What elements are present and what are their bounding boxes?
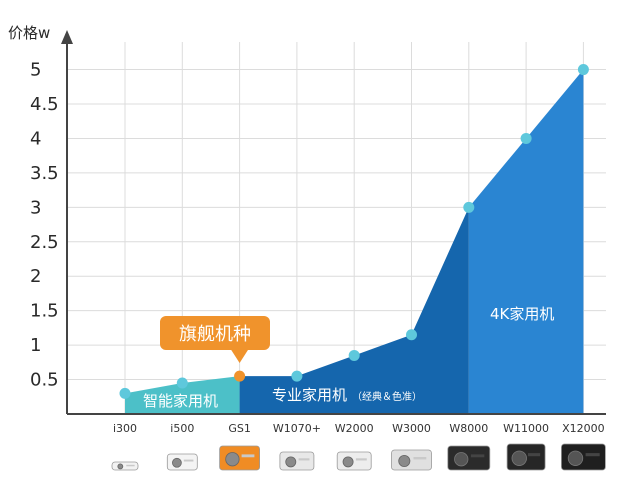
segment-labels: 智能家用机 专业家用机 （经典＆色准） 4K家用机: [143, 305, 554, 410]
projector-lens: [117, 463, 124, 470]
projector-vent: [298, 458, 310, 461]
projector-body: [336, 451, 372, 471]
data-markers: [119, 64, 589, 399]
projector-body: [279, 451, 315, 471]
projector-body: [391, 449, 432, 471]
projector-vent: [355, 458, 367, 461]
projector-lens: [511, 450, 527, 466]
projector-lens: [342, 456, 354, 468]
y-tick-label: 1: [30, 335, 41, 356]
projector-vent: [528, 453, 541, 457]
area-segment: [468, 69, 584, 415]
y-axis-arrow: [61, 30, 73, 44]
callout-pointer: [230, 349, 249, 363]
category-label: X12000: [562, 422, 605, 435]
category-labels: i300 i500 GS1 W1070+ W2000 W3000 W8000 W11000 X1…: [113, 422, 605, 435]
projector-vent: [585, 453, 600, 457]
segment-label-pro: 专业家用机: [272, 386, 347, 404]
callout-box: [160, 316, 270, 350]
category-label: W3000: [392, 422, 431, 435]
y-tick-label: 3.5: [30, 163, 59, 184]
y-tick-label: 4.5: [30, 94, 59, 115]
y-tick-label: 2: [30, 266, 41, 287]
y-tick-label: 4: [30, 128, 41, 149]
data-point: [291, 370, 303, 382]
category-label: GS1: [228, 422, 251, 435]
category-label: W8000: [449, 422, 488, 435]
area-segments: [125, 69, 584, 415]
y-tick-label: 5: [30, 60, 41, 81]
y-tick-labels: 0.5 1 1.5 2 2.5 3 3.5 4 4.5 5: [30, 60, 59, 391]
y-tick-label: 0.5: [30, 370, 59, 391]
y-tick-label: 2.5: [30, 232, 59, 253]
projector-vent: [241, 454, 255, 458]
projector-vent: [126, 464, 135, 467]
segment-label-smart: 智能家用机: [143, 392, 218, 410]
y-axis-label: 价格w: [8, 24, 50, 42]
data-point: [176, 377, 188, 389]
data-point: [520, 132, 532, 144]
projector-vent: [413, 457, 427, 460]
data-point: [406, 329, 417, 341]
projector-lens: [225, 452, 240, 467]
projector-vent: [470, 454, 485, 458]
projector-lens: [567, 450, 584, 466]
category-label: i300: [113, 422, 137, 435]
category-label: W2000: [335, 422, 374, 435]
area-segment: [239, 207, 469, 414]
y-tick-label: 3: [30, 197, 41, 218]
projector-lens: [172, 457, 182, 468]
data-point: [463, 201, 475, 213]
area-segment: [125, 376, 240, 414]
category-label: W1070+: [273, 422, 321, 435]
segment-label-4k: 4K家用机: [490, 305, 554, 323]
data-point: [348, 349, 360, 361]
data-point: [577, 64, 589, 76]
projector-lens: [454, 452, 469, 467]
callout-label: 旗舰机种: [179, 324, 251, 345]
projector-body: [447, 445, 491, 471]
flagship-callout: 旗舰机种: [160, 316, 270, 363]
projector-images: [111, 443, 606, 471]
data-point: [234, 370, 246, 382]
projector-body: [166, 453, 198, 471]
y-tick-label: 1.5: [30, 301, 59, 322]
projector-vent: [183, 459, 194, 462]
segment-sublabel-pro: （经典＆色准）: [352, 390, 422, 403]
projector-lens: [285, 456, 297, 468]
axes: 价格w: [8, 24, 606, 415]
category-label: W11000: [503, 422, 549, 435]
data-point: [119, 387, 131, 399]
category-label: i500: [170, 422, 194, 435]
projector-lens: [398, 454, 411, 467]
